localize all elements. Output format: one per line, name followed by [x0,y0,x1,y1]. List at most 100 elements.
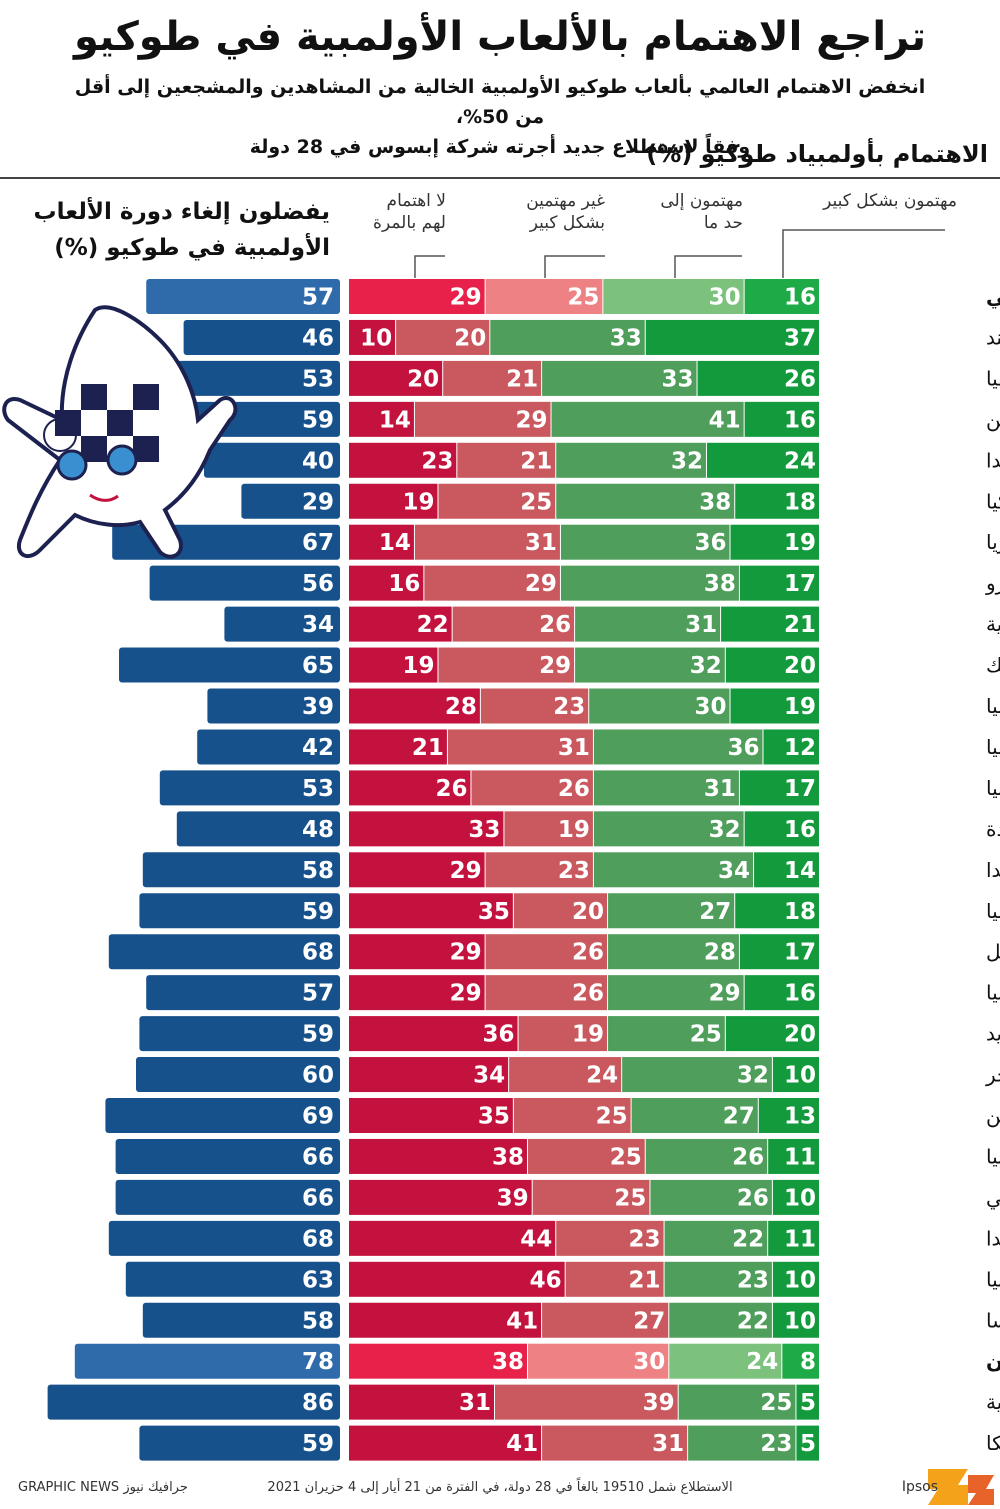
bar-not-very [485,975,608,1011]
label-somewhat: 22 [732,1226,764,1252]
header-divider [0,177,1000,179]
bar-very [772,1179,819,1215]
mascot-check-6 [133,436,159,462]
label-very: 10 [784,1185,816,1211]
label-not-at-all: 34 [473,1063,505,1089]
bar-somewhat [622,1057,772,1093]
label-cancel: 48 [302,817,334,843]
label-not-very: 19 [558,817,590,843]
label-somewhat: 33 [662,366,694,392]
chart-row: المكسيك 20 32 29 19 65 [119,647,1000,683]
bar-not-at-all [349,1057,509,1093]
label-not-very: 31 [558,735,590,761]
chart-row: على الصعيد العالمي 16 30 25 29 57 [146,279,1000,314]
label-not-very: 23 [558,858,590,884]
bar-cancel [146,279,340,314]
bar-not-at-all [349,688,480,724]
bar-somewhat [603,279,744,314]
label-not-very: 39 [643,1390,675,1416]
bar-cancel [224,606,340,642]
legend-not-at-all-interested: لا اهتمام لهم بالمرة [340,190,446,234]
chart-row: تشيلي 10 26 25 39 66 [115,1179,1000,1215]
leader-not-at-all-interested [414,255,445,278]
country-label: تشيلي [986,1185,1000,1210]
bar-not-very [480,688,589,724]
mascot-mouth [89,493,119,502]
chart-row: تركيا 18 38 25 19 29 [241,483,1000,519]
bar-somewhat [560,565,739,601]
legend-not-very-interested-line-2: بشكل كبير [529,213,605,233]
chart-row: اليابان 8 24 30 38 78 [74,1343,1000,1379]
country-label: جنوب أفريقيا [986,365,1000,390]
label-not-at-all: 14 [379,407,411,433]
country-label: هولندا [986,858,1000,882]
label-not-very: 25 [520,489,552,515]
bar-very [744,279,819,314]
bar-somewhat [556,442,706,478]
chart-row: هولندا 14 34 23 29 58 [142,852,1000,888]
label-not-at-all: 14 [379,530,411,556]
label-very: 16 [784,981,816,1007]
chart-row: جنوب أفريقيا 26 33 21 20 53 [159,360,1000,396]
subtitle-line-1: انخفض الاهتمام العالمي بألعاب طوكيو الأو… [74,76,926,128]
bar-not-very [485,934,608,970]
bar-very [754,852,819,888]
country-label: تركيا [986,489,1000,513]
bar-somewhat [556,483,735,519]
label-not-at-all: 41 [506,1308,538,1334]
label-somewhat: 23 [737,1267,769,1293]
country-label: السعودية [986,612,1000,636]
bar-somewhat [669,1302,772,1338]
chart-row: السويد 20 25 19 36 59 [139,1016,1000,1052]
label-cancel: 58 [302,858,334,884]
bar-somewhat [593,729,763,765]
bar-not-very [513,893,608,929]
label-cancel: 53 [302,366,334,392]
label-not-at-all: 39 [497,1185,529,1211]
label-not-at-all: 35 [478,899,510,925]
bar-not-very [447,729,593,765]
bar-not-at-all [349,279,485,314]
bar-somewhat [608,934,739,970]
label-not-very: 29 [516,407,548,433]
label-not-at-all: 35 [478,1104,510,1130]
bar-not-at-all [349,934,485,970]
bar-not-at-all [349,1016,518,1052]
bar-very [772,1057,819,1093]
bar-cancel [183,319,340,355]
bar-not-very [504,811,593,847]
label-very: 16 [784,407,816,433]
bar-not-very [438,483,556,519]
label-somewhat: 30 [709,285,741,311]
label-cancel: 69 [302,1104,334,1130]
bar-cancel [207,688,340,724]
bar-very [763,729,819,765]
bar-not-at-all [349,975,485,1011]
label-not-very: 26 [572,981,604,1007]
label-cancel: 59 [302,1431,334,1457]
label-not-at-all: 38 [492,1144,524,1170]
label-very: 18 [784,899,816,925]
label-not-very: 25 [596,1104,628,1130]
label-cancel: 46 [302,325,334,351]
site-logo-icon [928,1469,968,1505]
bar-not-at-all [349,1302,542,1338]
chart-rows: على الصعيد العالمي 16 30 25 29 57 الهند 37 33 20 1… [47,279,1000,1461]
bar-not-at-all [349,565,424,601]
bar-cancel [146,975,340,1011]
label-very: 16 [784,817,816,843]
bar-not-very [509,1057,622,1093]
country-label: المجر [985,1063,1000,1087]
chart-row: السعودية 21 31 26 22 34 [224,606,1000,642]
country-label: البرازيل [986,940,1000,964]
bar-very [772,1302,819,1338]
bar-somewhat [608,893,735,929]
country-label: الولايات المتحدة [986,817,1000,841]
label-not-very: 21 [520,448,552,474]
label-not-very: 20 [572,899,604,925]
mascot-check-3 [107,410,133,436]
label-somewhat: 29 [709,981,741,1007]
bar-very [796,1384,819,1420]
label-not-at-all: 33 [468,817,500,843]
bar-cancel [74,1343,341,1379]
